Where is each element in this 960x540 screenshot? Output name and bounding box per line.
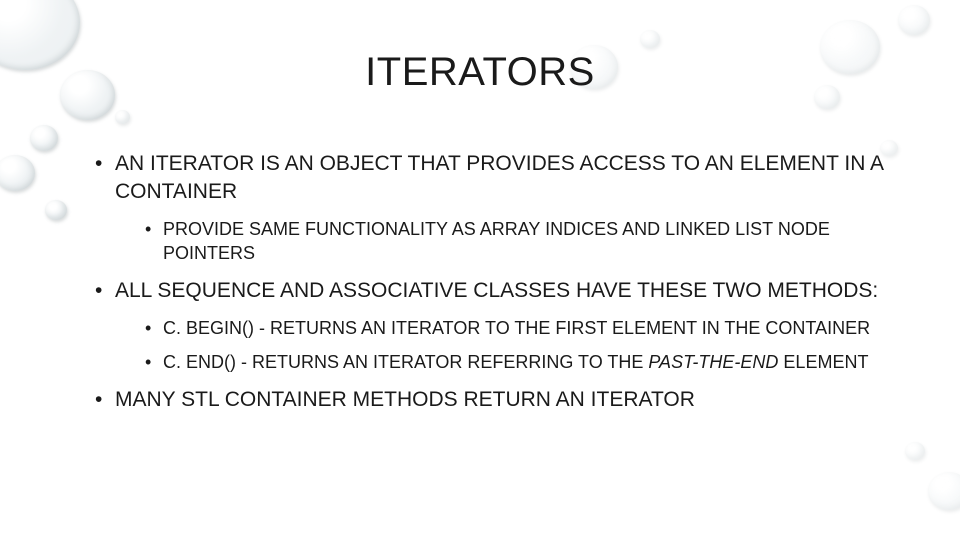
bullet-text: AN ITERATOR IS AN OBJECT THAT PROVIDES A… <box>115 152 883 203</box>
bullet-text-emphasis: PAST-THE-END <box>648 352 778 372</box>
bullet-item: PROVIDE SAME FUNCTIONALITY AS ARRAY INDI… <box>145 217 900 266</box>
bullet-list-level-2: C. BEGIN() - RETURNS AN ITERATOR TO THE … <box>145 316 900 375</box>
water-droplet-decoration <box>115 110 130 124</box>
bullet-item: ALL SEQUENCE AND ASSOCIATIVE CLASSES HAV… <box>95 277 900 374</box>
bullet-list-level-2: PROVIDE SAME FUNCTIONALITY AS ARRAY INDI… <box>145 217 900 266</box>
bullet-list-level-1: AN ITERATOR IS AN OBJECT THAT PROVIDES A… <box>95 150 900 415</box>
water-droplet-decoration <box>45 200 67 220</box>
water-droplet-decoration <box>0 155 35 191</box>
water-droplet-decoration <box>640 30 660 48</box>
bullet-item: C. END() - RETURNS AN ITERATOR REFERRING… <box>145 350 900 374</box>
bullet-text: C. BEGIN() - RETURNS AN ITERATOR TO THE … <box>163 318 870 338</box>
bullet-text-prefix: C. END() - RETURNS AN ITERATOR REFERRING… <box>163 352 648 372</box>
bullet-item: C. BEGIN() - RETURNS AN ITERATOR TO THE … <box>145 316 900 340</box>
water-droplet-decoration <box>905 442 925 460</box>
slide-content: AN ITERATOR IS AN OBJECT THAT PROVIDES A… <box>95 150 900 427</box>
bullet-text: PROVIDE SAME FUNCTIONALITY AS ARRAY INDI… <box>163 219 830 263</box>
bullet-text-suffix: ELEMENT <box>778 352 868 372</box>
bullet-text: MANY STL CONTAINER METHODS RETURN AN ITE… <box>115 388 695 411</box>
water-droplet-decoration <box>898 5 930 35</box>
bullet-item: AN ITERATOR IS AN OBJECT THAT PROVIDES A… <box>95 150 900 265</box>
slide-title: ITERATORS <box>0 50 960 95</box>
water-droplet-decoration <box>928 472 960 510</box>
bullet-item: MANY STL CONTAINER METHODS RETURN AN ITE… <box>95 386 900 414</box>
water-droplet-decoration <box>30 125 58 151</box>
slide: ITERATORS AN ITERATOR IS AN OBJECT THAT … <box>0 0 960 540</box>
bullet-text: ALL SEQUENCE AND ASSOCIATIVE CLASSES HAV… <box>115 279 878 302</box>
